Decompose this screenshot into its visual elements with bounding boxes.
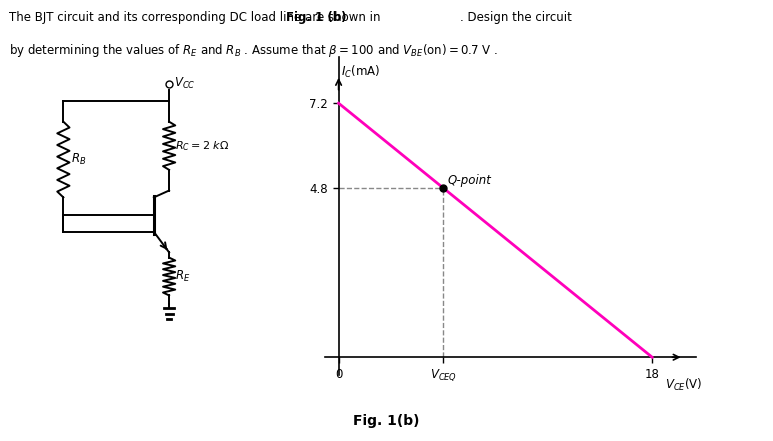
- Text: Fig. 1(b): Fig. 1(b): [353, 414, 420, 428]
- Text: Fig. 1 (b): Fig. 1 (b): [286, 11, 347, 24]
- Text: . Design the circuit: . Design the circuit: [460, 11, 572, 24]
- Text: $I_C$(mA): $I_C$(mA): [341, 64, 380, 80]
- Text: $R_E$: $R_E$: [175, 269, 191, 284]
- Text: $R_B$: $R_B$: [71, 152, 87, 167]
- Text: Q-point: Q-point: [448, 174, 492, 187]
- Text: by determining the values of $R_E$ and $R_B$ . Assume that $\beta = 100$ and $V_: by determining the values of $R_E$ and $…: [9, 42, 499, 59]
- Text: The BJT circuit and its corresponding DC load line are shown in: The BJT circuit and its corresponding DC…: [9, 11, 384, 24]
- Text: $V_{CE}$(V): $V_{CE}$(V): [665, 377, 703, 393]
- Text: $V_{CC}$: $V_{CC}$: [174, 76, 196, 91]
- Text: $R_C=2$ k$\Omega$: $R_C=2$ k$\Omega$: [175, 139, 230, 153]
